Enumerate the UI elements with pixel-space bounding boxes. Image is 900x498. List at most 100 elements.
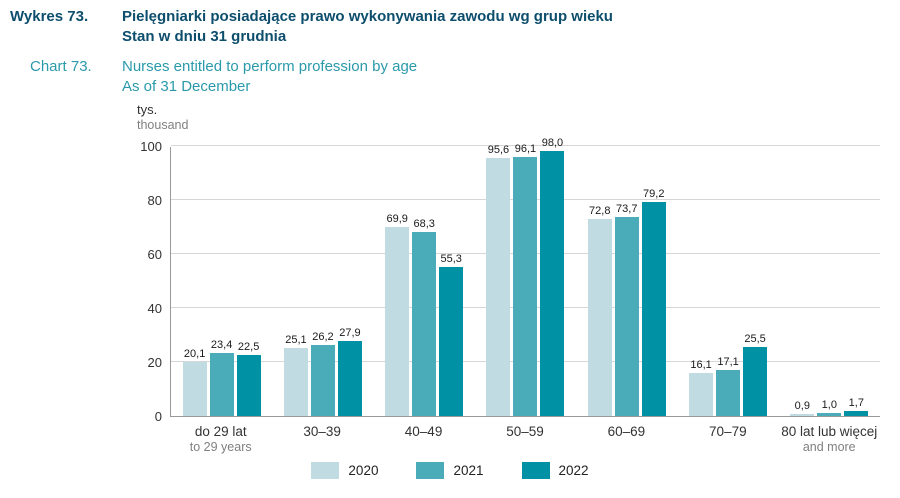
bar-2022 (236, 355, 261, 416)
bar-column: 20,1 (182, 348, 207, 416)
value-label: 1,0 (821, 399, 837, 412)
chart-number-pl: Wykres 73. (10, 8, 89, 25)
y-axis-tick-labels: 0 20 40 60 80 100 (118, 139, 162, 424)
bar-chart-plot-area: 20,1 23,4 22,5 25,1 26,2 27,9 69,9 68,3 55,3 95,6… (170, 137, 880, 417)
value-label: 72,8 (589, 205, 611, 218)
bar-2022 (540, 151, 565, 416)
value-label: 0,9 (794, 399, 810, 412)
bar-column: 0,9 (790, 399, 815, 416)
bar-group: 0,9 1,0 1,7 (779, 397, 880, 416)
x-category-main: do 29 lat (194, 424, 247, 439)
bar-column: 25,5 (743, 333, 768, 416)
value-label: 96,1 (514, 142, 537, 155)
y-tick-label: 0 (154, 409, 162, 424)
bar-2022 (844, 411, 869, 416)
bar-column: 55,3 (439, 253, 464, 416)
bar-2020 (689, 372, 714, 416)
chart-title-pl-line2: Stan w dniu 31 grudnia (122, 28, 287, 45)
bar-2021 (209, 352, 234, 416)
bar-2021 (817, 413, 842, 416)
x-category-main: 50–59 (506, 424, 544, 439)
y-tick-label: 20 (147, 355, 162, 370)
y-tick-label: 60 (147, 247, 162, 262)
chart-title-en-line2: As of 31 December (122, 78, 251, 95)
legend-item-2020: 2020 (311, 462, 378, 479)
legend-label-2020: 2020 (348, 463, 379, 478)
bar-column: 26,2 (310, 331, 335, 416)
chart-number-en: Chart 73. (30, 58, 92, 75)
value-label: 17,1 (717, 355, 739, 368)
bar-column: 22,5 (236, 341, 261, 416)
bar-2020 (385, 227, 410, 416)
bar-column: 17,1 (716, 355, 741, 416)
bar-2021 (412, 231, 437, 416)
bar-column: 27,9 (337, 326, 362, 416)
bar-column: 72,8 (587, 205, 612, 416)
legend-swatch-2022 (521, 462, 550, 479)
x-category-sub: and more (802, 440, 856, 454)
x-category-main: 80 lat lub więcej (781, 424, 878, 439)
bar-2022 (439, 266, 464, 416)
value-label: 95,6 (487, 143, 510, 156)
bar-2020 (283, 348, 308, 416)
bar-column: 1,0 (817, 399, 842, 416)
x-category-main: 30–39 (303, 424, 341, 439)
bar-group: 25,1 26,2 27,9 (272, 327, 373, 416)
y-tick-label: 40 (147, 301, 162, 316)
value-label: 69,9 (386, 213, 408, 226)
bar-2020 (486, 157, 511, 416)
x-category-label: 30–39 (271, 424, 372, 454)
value-label: 73,7 (616, 203, 638, 216)
bar-column: 79,2 (641, 188, 666, 416)
bar-2020 (790, 413, 815, 416)
bar-2021 (614, 217, 639, 416)
x-axis-category-labels: do 29 lat to 29 years 30–39 40–49 50–59 60–69… (170, 424, 880, 454)
bar-2022 (743, 347, 768, 416)
x-category-sub: to 29 years (189, 440, 252, 454)
bar-2021 (310, 345, 335, 416)
bar-column: 16,1 (689, 358, 714, 416)
legend-label-2022: 2022 (558, 463, 589, 478)
x-category-label: 40–49 (373, 424, 474, 454)
bar-group: 20,1 23,4 22,5 (171, 339, 272, 416)
bar-column: 23,4 (209, 338, 234, 416)
value-label: 1,7 (848, 397, 864, 410)
value-label: 25,1 (285, 334, 307, 347)
x-category-label: 80 lat lub więcej and more (779, 424, 880, 454)
bar-column: 95,6 (486, 143, 511, 416)
value-label: 16,1 (690, 358, 712, 371)
bar-column: 73,7 (614, 203, 639, 416)
x-category-label: do 29 lat to 29 years (170, 424, 271, 454)
value-label: 27,9 (339, 326, 361, 339)
bar-group: 95,6 96,1 98,0 (475, 137, 576, 416)
bar-column: 1,7 (844, 397, 869, 416)
bar-group: 16,1 17,1 25,5 (677, 333, 778, 416)
legend-swatch-2021 (416, 462, 445, 479)
chart-title-en-line1: Nurses entitled to perform profession by… (122, 58, 418, 75)
value-label: 22,5 (237, 341, 260, 354)
x-category-label: 60–69 (576, 424, 677, 454)
bar-column: 98,0 (540, 137, 565, 416)
chart-title-pl-line1: Pielęgniarki posiadające prawo wykonywan… (122, 8, 613, 25)
value-label: 26,2 (312, 331, 334, 344)
bar-2021 (513, 156, 538, 416)
x-category-main: 60–69 (607, 424, 646, 439)
value-label: 23,4 (210, 338, 233, 351)
legend-item-2021: 2021 (416, 462, 484, 479)
bar-column: 69,9 (385, 213, 410, 416)
x-category-main: 70–79 (709, 424, 747, 439)
value-label: 25,5 (744, 333, 766, 346)
x-category-main: 40–49 (404, 424, 443, 439)
bar-column: 25,1 (283, 334, 308, 416)
bar-2021 (716, 369, 741, 416)
value-label: 98,0 (541, 137, 564, 150)
y-tick-label: 100 (140, 139, 162, 154)
bar-2020 (182, 361, 207, 416)
legend-label-2021: 2021 (453, 463, 484, 478)
value-label: 79,2 (643, 188, 665, 201)
value-label: 68,3 (413, 217, 435, 230)
bar-2020 (587, 219, 612, 416)
chart-legend: 2020 2021 2022 (0, 462, 900, 479)
legend-swatch-2020 (311, 462, 340, 479)
